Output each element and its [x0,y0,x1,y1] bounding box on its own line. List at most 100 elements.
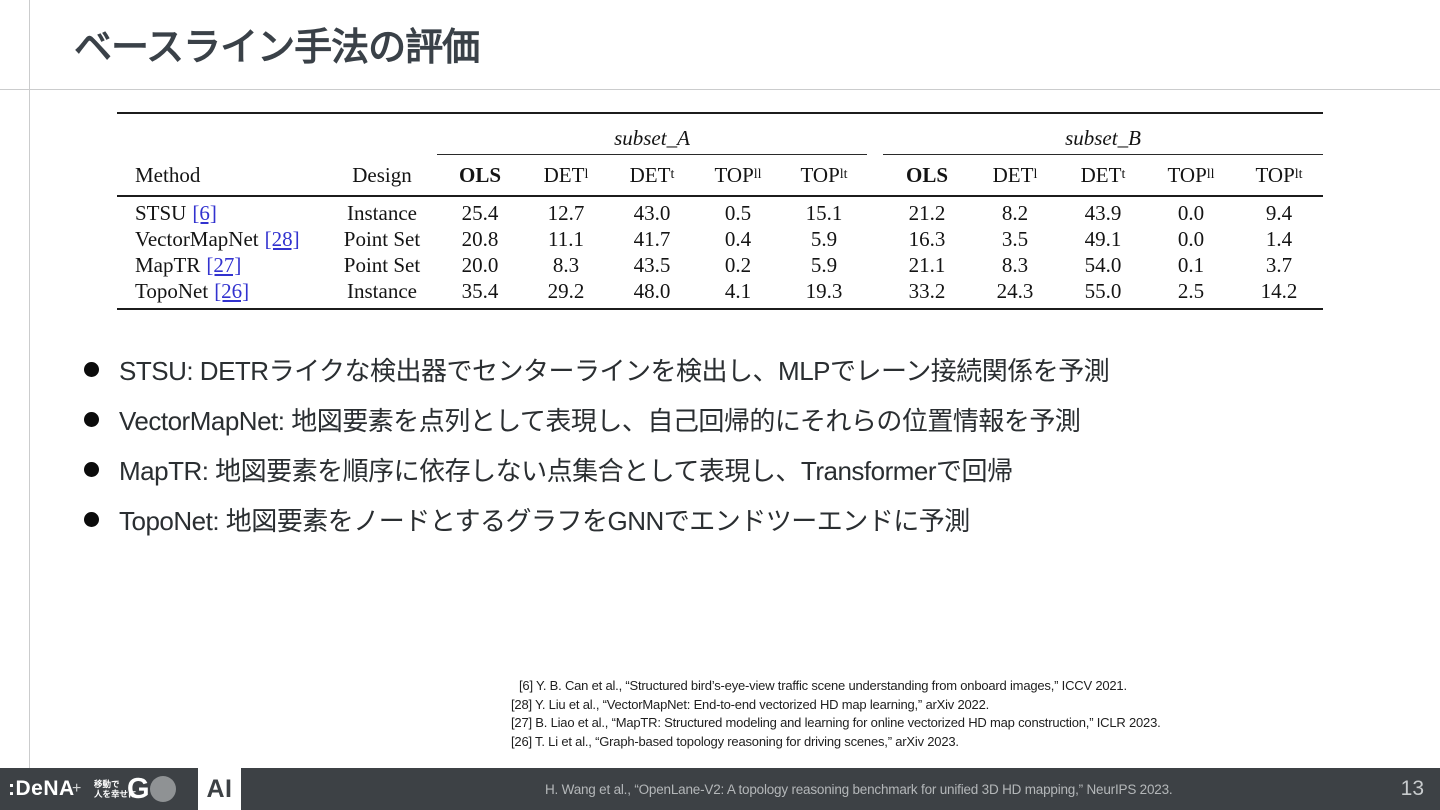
value-cell: 0.2 [724,252,752,277]
column-header-ols: OLS [905,162,949,187]
reference-line: [27] B. Liao et al., “MapTR: Structured … [511,715,1161,730]
go-logo: G [127,768,176,810]
table-group-header-row: subset_A subset_B [117,114,1323,155]
left-guide-line [29,0,30,769]
value-cell: 0.1 [1177,252,1205,277]
value-cell: 19.3 [805,278,843,303]
design-cell: Point Set [343,226,421,251]
list-item: TopoNet: 地図要素をノードとするグラフをGNNでエンドツーエンドに予測 [84,494,1109,544]
design-cell: Instance [347,278,417,303]
value-cell: 1.4 [1265,226,1293,251]
column-header-ols: OLS [458,162,502,187]
design-cell: Instance [347,200,417,225]
bullet-list: STSU: DETRライクな検出器でセンターラインを検出し、MLPでレーン接続関… [84,344,1110,544]
reference-line: [6] Y. B. Can et al., “Structured bird’s… [519,678,1127,693]
column-header-toplt: TOP lt [1255,162,1303,187]
list-item: STSU: DETRライクな検出器でセンターラインを検出し、MLPでレーン接続関… [84,344,1110,394]
column-header-topll: TOP ll [714,162,762,187]
reference-line: [28] Y. Liu et al., “VectorMapNet: End-t… [511,696,990,712]
value-cell: 5.9 [810,226,838,251]
value-cell: 9.4 [1265,200,1293,225]
bullet-text: VectorMapNet: 地図要素を点列として表現し、自己回帰的にそれらの位置… [119,405,1081,436]
value-cell: 24.3 [996,278,1034,303]
design-cell: Point Set [343,252,421,277]
value-cell: 20.0 [461,252,499,277]
citation-link[interactable]: [28] [264,226,300,251]
value-cell: 12.7 [547,200,585,225]
footer-bar: :DeNA + 移動で 人を幸せに。 G AI H. Wang et al., … [0,768,1440,810]
go-tagline-line2: 人を幸せに。 [94,789,146,799]
value-cell: 21.1 [908,252,946,277]
reference-line: [26] T. Li et al., “Graph-based topology… [511,733,959,749]
value-cell: 33.2 [908,278,946,303]
go-logo-circle-icon [149,776,176,802]
citation-link[interactable]: [6] [192,200,217,225]
value-cell: 3.5 [1001,226,1029,251]
page-number: 13 [1400,777,1424,800]
value-cell: 48.0 [633,278,671,303]
bullet-text: STSU: DETRライクな検出器でセンターラインを検出し、MLPでレーン接続関… [119,355,1110,386]
citation-link[interactable]: [27] [206,252,242,277]
value-cell: 54.0 [1084,252,1122,277]
citation-link[interactable]: [26] [214,278,250,303]
value-cell: 14.2 [1260,278,1298,303]
value-cell: 43.5 [633,252,671,277]
plus-separator: + [72,780,82,797]
column-header-design: Design [352,162,412,187]
method-cell: MapTR [27] [135,252,242,277]
list-item: VectorMapNet: 地図要素を点列として表現し、自己回帰的にそれらの位置… [84,394,1109,444]
title-divider-line [0,89,1440,90]
value-cell: 29.2 [547,278,585,303]
column-header-detl: DET l [543,162,589,187]
results-table: subset_A subset_B Method Design OLS DET l D… [117,112,1323,310]
go-tagline-line1: 移動で [94,779,120,789]
table-row: TopoNet [26] Instance 35.4 29.2 48.0 4.1 19.3 33… [117,278,1323,304]
value-cell: 0.0 [1177,200,1205,225]
value-cell: 49.1 [1084,226,1122,251]
value-cell: 15.1 [805,200,843,225]
column-header-detl: DET l [992,162,1038,187]
value-cell: 5.9 [810,252,838,277]
ai-logo: AI [198,768,241,810]
go-logo-letter: G [127,772,150,805]
column-header-method: Method [135,162,201,187]
value-cell: 25.4 [461,200,499,225]
method-cell: STSU [6] [135,200,217,225]
bullet-icon [84,511,99,527]
value-cell: 35.4 [461,278,499,303]
page-title: ベースライン手法の評価 [74,27,480,69]
value-cell: 41.7 [633,226,671,251]
dena-logo: :DeNA [8,777,75,800]
footer-citation: H. Wang et al., “OpenLane-V2: A topology… [545,781,1173,797]
reference-list: [6] Y. B. Can et al., “Structured bird’s… [511,677,1161,751]
value-cell: 8.2 [1001,200,1029,225]
table-column-header-row: Method Design OLS DET l DET t TOP ll TOP lt OLS DE… [117,155,1323,197]
bullet-icon [84,411,99,427]
value-cell: 43.0 [633,200,671,225]
value-cell: 8.3 [1001,252,1029,277]
bullet-icon [84,461,99,477]
value-cell: 20.8 [461,226,499,251]
value-cell: 0.5 [724,200,752,225]
bullet-text: MapTR: 地図要素を順序に依存しない点集合として表現し、Transforme… [119,455,1013,486]
value-cell: 2.5 [1177,278,1205,303]
value-cell: 21.2 [908,200,946,225]
value-cell: 11.1 [548,226,584,251]
bullet-icon [84,361,99,377]
list-item: MapTR: 地図要素を順序に依存しない点集合として表現し、Transforme… [84,444,1109,494]
value-cell: 4.1 [724,278,752,303]
column-header-dett: DET t [1080,162,1126,187]
table-row: STSU [6] Instance 25.4 12.7 43.0 0.5 15.1 21.2 8.… [117,200,1323,226]
table-row: MapTR [27] Point Set 20.0 8.3 43.5 0.2 5.9 21.1 8… [117,252,1323,278]
value-cell: 16.3 [908,226,946,251]
table-body: STSU [6] Instance 25.4 12.7 43.0 0.5 15.1 21.2 8.… [117,197,1323,308]
go-tagline: 移動で 人を幸せに。 [94,779,145,799]
value-cell: 3.7 [1265,252,1293,277]
column-header-dett: DET t [629,162,675,187]
value-cell: 43.9 [1084,200,1122,225]
value-cell: 0.4 [724,226,752,251]
method-cell: VectorMapNet [28] [135,226,300,251]
group-header-subset-a: subset_A [437,126,867,155]
group-header-subset-b: subset_B [883,126,1323,155]
